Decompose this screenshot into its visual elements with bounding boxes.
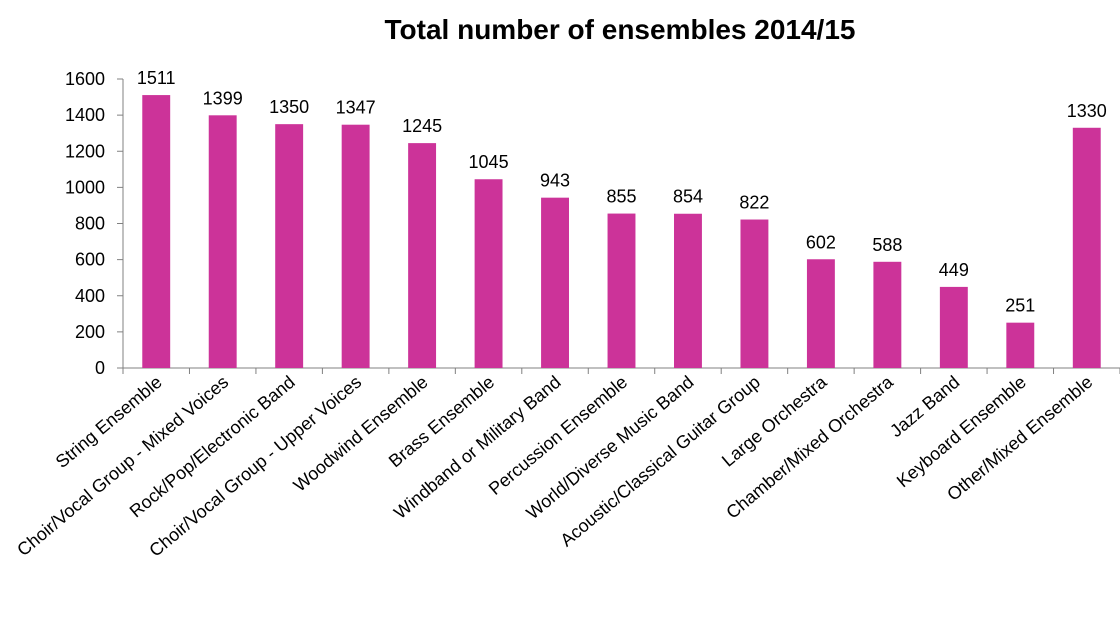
y-tick-label: 800 bbox=[75, 214, 105, 234]
data-label: 588 bbox=[872, 235, 902, 255]
data-label: 1245 bbox=[402, 116, 442, 136]
bar bbox=[806, 259, 835, 368]
y-axis: 0 200 400 600 800 1000 1200 1400 1600 bbox=[65, 69, 124, 378]
data-label: 855 bbox=[606, 187, 636, 207]
bar bbox=[1006, 322, 1035, 368]
bar bbox=[142, 95, 171, 368]
data-labels: 1511 1399 1350 1347 1245 1045 943 855 854 822 602 5… bbox=[137, 68, 1107, 316]
bar bbox=[408, 143, 437, 368]
bar bbox=[740, 219, 769, 368]
data-label: 251 bbox=[1005, 296, 1035, 316]
bar bbox=[208, 115, 237, 368]
data-label: 1350 bbox=[269, 97, 309, 117]
bar bbox=[474, 179, 503, 368]
data-label: 854 bbox=[673, 187, 703, 207]
y-tick-label: 200 bbox=[75, 322, 105, 342]
data-label: 1330 bbox=[1067, 101, 1107, 121]
data-label: 943 bbox=[540, 171, 570, 191]
data-label: 449 bbox=[939, 260, 969, 280]
data-label: 1511 bbox=[137, 68, 176, 88]
bar bbox=[674, 213, 702, 368]
y-tick-label: 0 bbox=[95, 358, 105, 378]
bar bbox=[607, 213, 636, 368]
y-tick-label: 1600 bbox=[65, 69, 105, 89]
bar bbox=[939, 286, 968, 368]
bar bbox=[1072, 127, 1101, 368]
y-tick-label: 600 bbox=[75, 250, 105, 270]
bars bbox=[142, 95, 1101, 369]
bar bbox=[541, 197, 569, 368]
data-label: 822 bbox=[739, 193, 769, 213]
data-label: 602 bbox=[806, 232, 836, 252]
data-label: 1399 bbox=[203, 88, 243, 108]
data-label: 1045 bbox=[469, 152, 509, 172]
y-tick-label: 400 bbox=[75, 286, 105, 306]
y-tick-label: 1200 bbox=[65, 141, 105, 161]
y-tick-label: 1400 bbox=[65, 105, 105, 125]
y-tick-label: 1000 bbox=[65, 177, 105, 197]
chart-title: Total number of ensembles 2014/15 bbox=[384, 14, 856, 45]
x-axis bbox=[122, 367, 1120, 374]
bar bbox=[873, 261, 902, 368]
bar bbox=[341, 124, 370, 369]
bar bbox=[275, 124, 304, 368]
data-label: 1347 bbox=[336, 98, 376, 118]
